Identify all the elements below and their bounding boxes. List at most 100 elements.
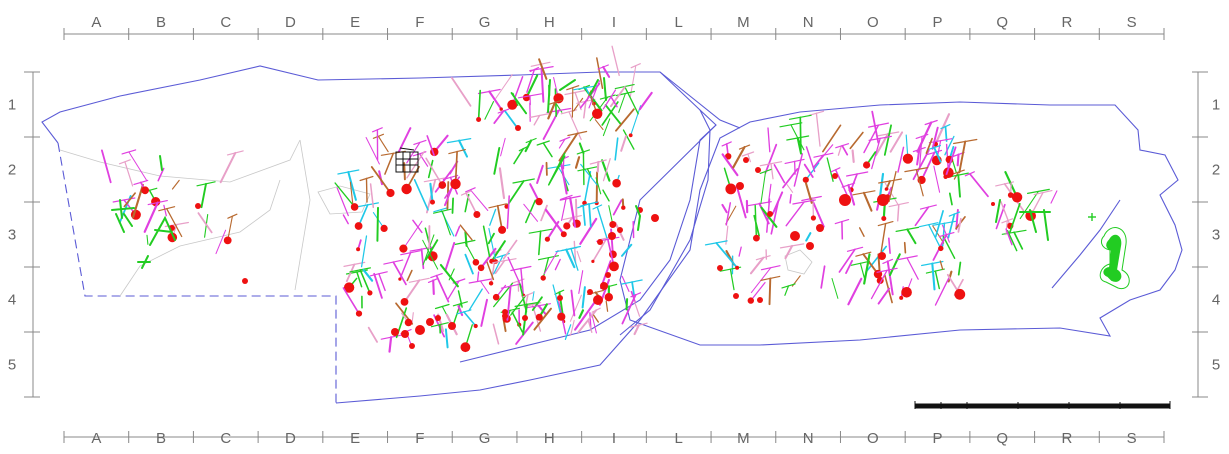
engraving-stroke [621, 243, 633, 257]
cupule-mark [582, 200, 587, 206]
engraving-stroke [896, 203, 900, 222]
engraving-stroke [403, 162, 406, 181]
engraving-stroke [566, 85, 580, 91]
engraving-stroke [359, 175, 374, 182]
cupule-mark [991, 202, 995, 206]
engraving-stroke [948, 211, 961, 217]
engraving-stroke [538, 230, 542, 256]
engraving-stroke [468, 278, 493, 284]
bone-shape-figure [1099, 227, 1130, 290]
engraving-stroke [738, 246, 742, 257]
column-label: A [91, 430, 101, 447]
engraving-stroke [496, 204, 503, 231]
engraving-stroke [805, 232, 812, 242]
cupule-mark [399, 244, 408, 253]
cupule-mark [938, 245, 944, 252]
engraving-stroke [934, 270, 941, 290]
engraving-stroke [369, 271, 388, 277]
engraving-stroke [451, 197, 454, 214]
engraving-stroke [876, 267, 898, 273]
cupule-mark [747, 297, 754, 304]
engraving-stroke [916, 121, 933, 153]
engraving-stroke [497, 108, 510, 114]
engraving-stroke [618, 92, 626, 113]
engraving-stroke [586, 168, 592, 178]
engraving-stroke [378, 273, 386, 292]
cupule-mark [354, 222, 363, 230]
engraving-stroke [1050, 190, 1058, 204]
engraving-stroke [920, 151, 936, 181]
engraving-stroke [523, 203, 539, 222]
cupule-mark [400, 298, 409, 306]
engraving-figure [111, 199, 135, 233]
engraving-stroke [128, 151, 148, 182]
engraving-stroke [373, 272, 383, 299]
engraving-stroke [808, 110, 825, 116]
engraving-stroke [957, 261, 962, 276]
engraving-stroke [906, 228, 917, 245]
engraving-stroke [897, 146, 905, 173]
engraving-stroke [721, 141, 732, 147]
engraving-stroke [465, 192, 478, 216]
engraving-stroke [226, 150, 244, 156]
engraving-stroke [356, 271, 363, 288]
engraving-stroke [770, 200, 780, 235]
engraving-stroke [631, 281, 635, 296]
column-label: D [285, 14, 296, 31]
engraving-stroke [458, 139, 469, 158]
engraving-stroke [495, 74, 513, 99]
cupule-mark [391, 328, 399, 336]
cupule-mark [522, 315, 528, 321]
cupule-mark [544, 236, 551, 242]
column-label: H [544, 14, 555, 31]
engraving-stroke [847, 184, 856, 206]
engraving-stroke [779, 243, 805, 249]
engraving-stroke [513, 147, 525, 165]
engraving-stroke [456, 309, 472, 315]
engraving-stroke [360, 235, 368, 268]
cupule-mark [877, 194, 889, 206]
row-label: 4 [8, 292, 16, 309]
engraving-stroke [547, 155, 566, 186]
engraving-stroke [546, 220, 560, 241]
column-label: M [737, 14, 750, 31]
engraving-stroke [578, 309, 585, 319]
cupule-mark [943, 174, 948, 179]
engraving-stroke [588, 203, 592, 228]
engraving-stroke [511, 311, 524, 333]
cupule-mark [609, 221, 617, 228]
engraving-stroke [506, 285, 512, 321]
engraving-stroke [435, 274, 450, 303]
engraving-stroke [928, 138, 953, 144]
engraving-stroke [831, 278, 839, 299]
engraving-stroke [1001, 218, 1014, 224]
engraving-stroke [624, 85, 639, 115]
engraving-stroke [947, 270, 953, 283]
column-label: I [612, 430, 616, 447]
engraving-stroke [412, 219, 423, 234]
cupule-mark [899, 295, 904, 300]
column-label: P [933, 430, 943, 447]
engraving-stroke [592, 204, 603, 210]
engraving-stroke [578, 270, 584, 294]
cupule-mark [472, 259, 480, 266]
cupule-mark [954, 288, 966, 300]
engraving-stroke [457, 305, 464, 317]
engraving-stroke [914, 206, 930, 227]
inner-crack-3 [1051, 199, 1121, 289]
engraving-stroke [621, 275, 630, 292]
cupule-mark [515, 125, 521, 131]
column-label: R [1062, 430, 1073, 447]
engraving-stroke [924, 119, 938, 126]
engraving-stroke [610, 96, 618, 108]
engraving-stroke [838, 248, 856, 273]
engraving-stroke [784, 285, 790, 296]
engraving-stroke [858, 227, 865, 237]
cupule-mark [878, 252, 886, 260]
engraving-stroke [434, 169, 453, 193]
engraving-stroke [365, 136, 380, 165]
engraving-stroke [882, 258, 894, 264]
left-dashed-edge [57, 142, 337, 403]
engraving-stroke [789, 194, 792, 204]
column-label: Q [996, 430, 1008, 447]
